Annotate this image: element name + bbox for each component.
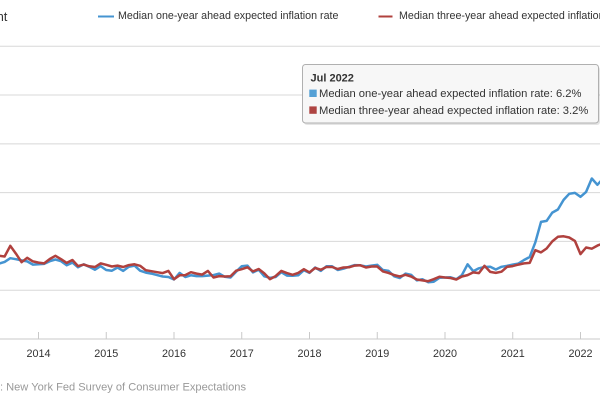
svg-text:2015: 2015 <box>94 348 118 360</box>
svg-text:2021: 2021 <box>501 348 525 360</box>
svg-text:2017: 2017 <box>230 348 254 360</box>
svg-text:2014: 2014 <box>26 348 50 360</box>
svg-text:2016: 2016 <box>162 348 186 360</box>
svg-text:Source: New York Fed Survey of: Source: New York Fed Survey of Consumer … <box>0 381 246 393</box>
svg-text:2018: 2018 <box>297 348 321 360</box>
svg-text:Percent: Percent <box>0 9 8 24</box>
svg-text:Median one-year ahead expected: Median one-year ahead expected inflation… <box>118 10 338 22</box>
svg-text:Median one-year ahead expected: Median one-year ahead expected inflation… <box>319 88 582 100</box>
svg-text:Median three-year ahead expect: Median three-year ahead expected inflati… <box>319 105 588 117</box>
svg-text:Median three-year ahead expect: Median three-year ahead expected inflati… <box>399 10 600 22</box>
svg-text:2022: 2022 <box>568 348 592 360</box>
svg-text:2020: 2020 <box>433 348 457 360</box>
svg-text:2019: 2019 <box>365 348 389 360</box>
svg-text:Jul 2022: Jul 2022 <box>311 73 354 85</box>
